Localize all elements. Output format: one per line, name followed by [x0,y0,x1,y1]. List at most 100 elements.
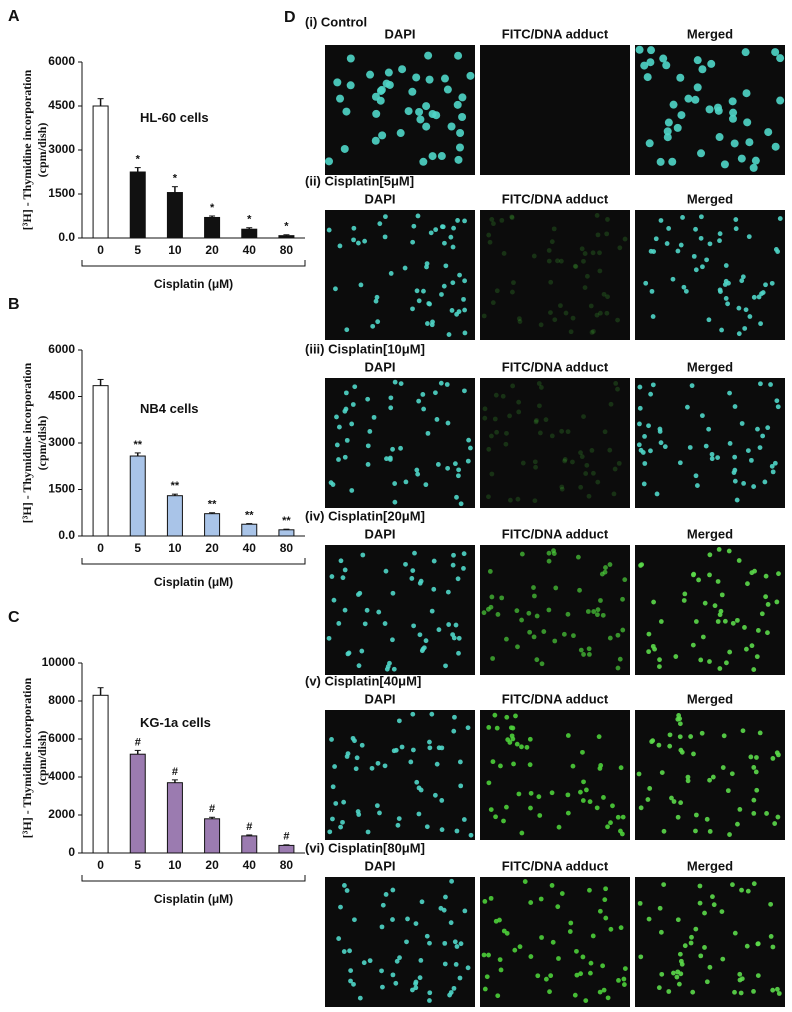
cell-nucleus [541,629,547,634]
cell-nucleus [640,61,649,70]
cell-nucleus [417,580,423,586]
cell-nucleus [570,315,576,321]
column-label: DAPI [364,858,395,873]
cell-nucleus [600,963,606,969]
cell-nucleus [656,157,665,166]
cell-nucleus [414,467,420,473]
cell-nucleus [432,792,438,798]
y-tick-label: 0 [68,845,75,859]
cell-nucleus [533,464,538,470]
cell-nucleus [608,926,614,932]
cell-nucleus [379,924,385,930]
cell-nucleus [326,635,332,641]
cell-nucleus [719,592,725,598]
cell-nucleus [456,467,462,473]
cell-nucleus [659,971,665,977]
y-tick-label: 4000 [48,769,75,783]
cell-nucleus [595,232,601,238]
cell-nucleus [528,805,533,811]
cell-nucleus [398,381,404,387]
cell-nucleus [772,821,778,826]
cell-nucleus [683,288,689,294]
cell-nucleus [344,888,350,893]
cell-nucleus [327,829,333,835]
cell-nucleus [578,450,583,456]
cell-nucleus [465,725,471,731]
cell-nucleus [658,440,664,446]
cell-nucleus [454,494,459,500]
cell-nucleus [546,550,552,556]
cell-nucleus [449,878,455,884]
significance-marker: # [209,803,215,815]
cell-nucleus [559,428,565,434]
cell-nucleus [458,501,464,507]
cell-nucleus [399,744,405,750]
cell-nucleus [501,818,506,824]
cell-nucleus [641,481,647,487]
cell-nucleus [392,379,398,385]
cell-nucleus [693,56,702,65]
cell-nucleus [458,93,467,102]
cell-nucleus [490,656,496,661]
cell-nucleus [643,280,649,286]
cell-nucleus [509,214,515,220]
image-frame [635,710,785,840]
cell-nucleus [693,473,699,479]
cell-nucleus [346,54,355,63]
cell-nucleus [768,382,773,387]
cell-nucleus [539,661,545,667]
image-frame [635,877,785,1007]
cell-nucleus [758,381,763,387]
cell-nucleus [715,579,721,584]
cell-nucleus [698,235,704,241]
cell-nucleus [436,627,442,633]
cell-nucleus [732,454,738,460]
cell-nucleus [698,65,707,74]
cell-nucleus [448,234,454,240]
cell-nucleus [561,631,567,637]
cell-nucleus [378,131,387,140]
cell-nucleus [699,730,705,736]
cell-nucleus [361,960,367,966]
cell-nucleus [568,920,574,926]
cell-nucleus [466,437,472,443]
cell-line-label: KG-1a cells [140,715,211,730]
cell-nucleus [485,606,491,612]
cell-nucleus [698,953,704,959]
cell-nucleus [432,111,441,120]
cell-nucleus [677,734,683,740]
cell-nucleus [443,894,448,900]
cell-nucleus [427,745,433,751]
cell-nucleus [584,787,589,793]
cell-nucleus [588,970,593,976]
cell-nucleus [343,390,349,396]
cell-nucleus [499,595,505,601]
cell-nucleus [589,447,595,453]
cell-nucleus [562,458,568,464]
cell-nucleus [413,985,419,991]
cell-nucleus [415,213,421,219]
cell-nucleus [433,227,439,233]
cell-nucleus [454,944,460,949]
cell-nucleus [522,879,528,884]
cell-nucleus [457,272,462,278]
cell-nucleus [450,562,456,568]
cell-nucleus [620,627,626,633]
cell-nucleus [697,149,706,158]
cell-nucleus [388,405,394,411]
cell-nucleus [710,894,715,900]
cell-nucleus [603,915,609,921]
cell-nucleus [646,649,652,655]
cell-nucleus [776,54,785,63]
cell-nucleus [336,94,345,103]
row-title: (iii) Cisplatin[10μM] [305,341,425,356]
cell-nucleus [742,625,747,630]
cell-nucleus [390,972,396,978]
cell-nucleus [733,226,739,232]
cell-nucleus [608,820,613,826]
cell-nucleus [707,552,713,558]
cell-nucleus [342,607,348,613]
cell-nucleus [582,251,588,256]
column-label: Merged [687,26,733,41]
cell-nucleus [768,934,774,939]
